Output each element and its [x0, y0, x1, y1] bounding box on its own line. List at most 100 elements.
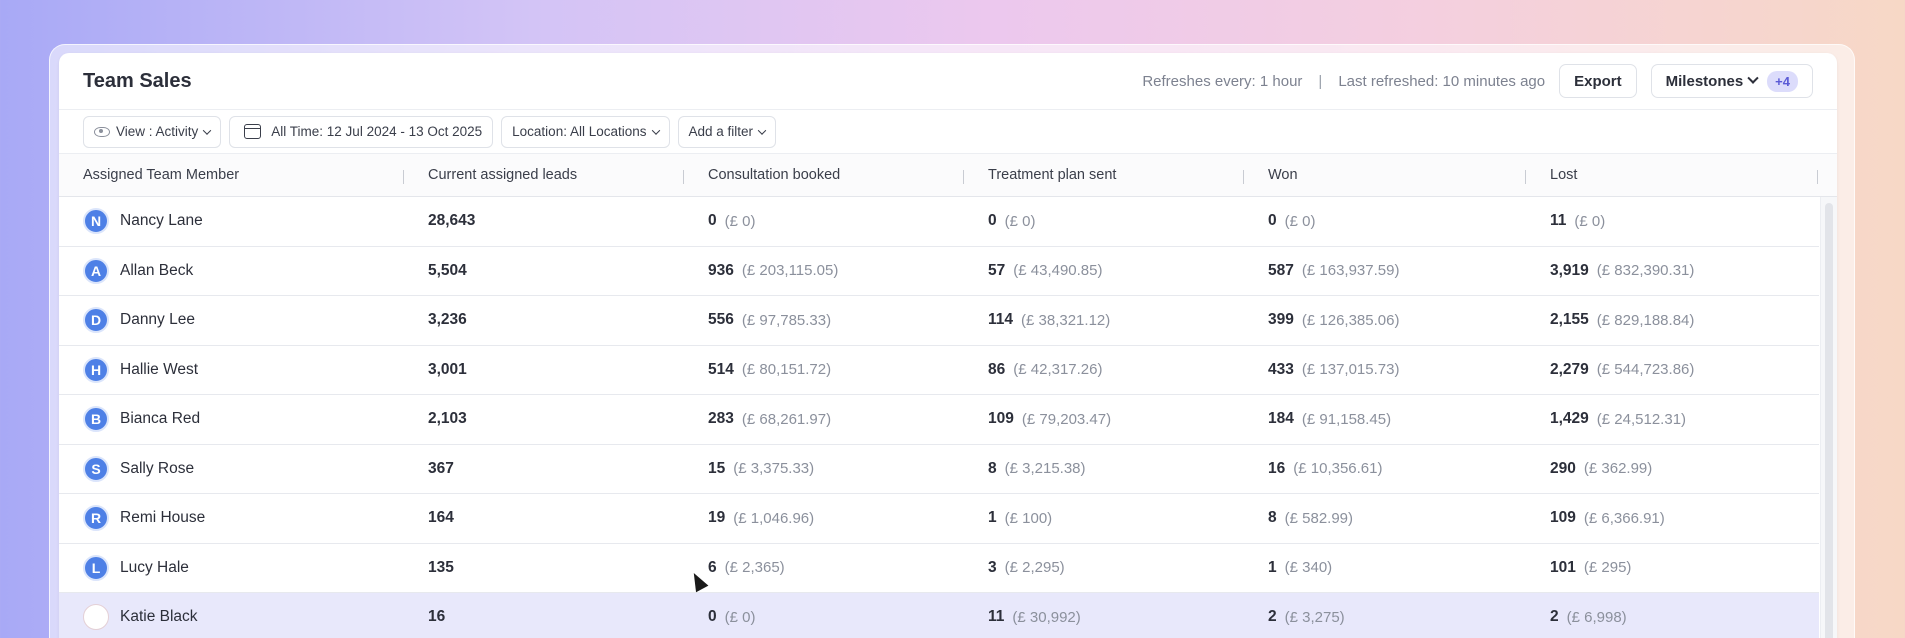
cell-lost: 1,429 (£ 24,512.31) — [1526, 395, 1818, 444]
consultation-count: 514 — [708, 360, 734, 378]
column-header-team-member[interactable]: Assigned Team Member — [59, 154, 404, 196]
plan-count: 1 — [988, 509, 997, 527]
consultation-amount: (£ 2,365) — [724, 559, 785, 577]
lost-count: 2,155 — [1550, 311, 1589, 329]
cell-won: 587 (£ 163,937.59) — [1244, 247, 1526, 296]
column-header-consultation-booked[interactable]: Consultation booked — [684, 154, 964, 196]
won-amount: (£ 163,937.59) — [1301, 262, 1400, 280]
table-row[interactable]: B Bianca Red 2,103 283 (£ 68,261.97) 109 (£ 79… — [59, 395, 1819, 445]
won-count: 587 — [1268, 261, 1294, 279]
cell-assigned-leads: 135 — [404, 544, 684, 593]
vertical-scrollbar[interactable] — [1820, 197, 1837, 638]
lost-amount: (£ 362.99) — [1583, 460, 1653, 478]
plan-amount: (£ 30,992) — [1012, 608, 1081, 626]
won-amount: (£ 340) — [1284, 559, 1333, 577]
table-row[interactable]: H Hallie West 3,001 514 (£ 80,151.72) 86 (£ 42… — [59, 346, 1819, 395]
consultation-count: 0 — [708, 608, 717, 626]
leads-count: 28,643 — [428, 212, 476, 230]
leads-count: 3,236 — [428, 311, 467, 329]
location-filter[interactable]: Location: All Locations — [501, 115, 670, 148]
export-button[interactable]: Export — [1559, 64, 1637, 98]
cell-consultation: 6 (£ 2,365) — [684, 544, 964, 593]
won-count: 8 — [1268, 509, 1277, 527]
cell-team-member: B Bianca Red — [59, 395, 404, 444]
plan-count: 8 — [988, 459, 997, 477]
cell-treatment-plan: 114 (£ 38,321.12) — [964, 296, 1244, 345]
lost-amount: (£ 295) — [1583, 559, 1632, 577]
plan-amount: (£ 79,203.47) — [1021, 410, 1112, 428]
lost-count: 1,429 — [1550, 410, 1589, 428]
cell-team-member: H Hallie West — [59, 346, 404, 395]
date-range-label: All Time: 12 Jul 2024 - 13 Oct 2025 — [271, 124, 483, 139]
cell-consultation: 283 (£ 68,261.97) — [684, 395, 964, 444]
avatar: S — [83, 455, 109, 482]
team-sales-panel: Team Sales Refreshes every: 1 hour | Las… — [59, 53, 1837, 638]
table-row[interactable]: D Danny Lee 3,236 556 (£ 97,785.33) 114 (£ 38,… — [59, 296, 1819, 346]
member-name: Nancy Lane — [120, 212, 203, 230]
plan-count: 114 — [988, 311, 1014, 329]
column-header-treatment-plan-sent[interactable]: Treatment plan sent — [964, 154, 1244, 196]
scrollbar-thumb[interactable] — [1825, 203, 1833, 638]
lost-amount: (£ 24,512.31) — [1596, 410, 1687, 428]
leads-count: 164 — [428, 509, 454, 527]
add-filter-label: Add a filter — [688, 124, 754, 139]
cell-treatment-plan: 1 (£ 100) — [964, 494, 1244, 543]
table-row[interactable]: Katie Black 16 0 (£ 0) 11 (£ 30,992) 2 (£ 3,275… — [59, 593, 1819, 638]
won-amount: (£ 3,275) — [1284, 608, 1345, 626]
plan-count: 86 — [988, 360, 1006, 378]
view-label: View : Activity — [116, 124, 199, 139]
leads-count: 2,103 — [428, 410, 467, 428]
consultation-amount: (£ 97,785.33) — [741, 311, 832, 329]
plan-amount: (£ 43,490.85) — [1013, 262, 1103, 280]
member-name: Sally Rose — [120, 459, 195, 477]
cell-treatment-plan: 86 (£ 42,317.26) — [964, 346, 1244, 395]
cell-consultation: 19 (£ 1,046.96) — [684, 494, 964, 543]
cell-won: 0 (£ 0) — [1244, 197, 1526, 246]
cell-assigned-leads: 367 — [404, 445, 684, 494]
plan-amount: (£ 100) — [1004, 509, 1053, 527]
cell-lost: 101 (£ 295) — [1526, 544, 1818, 593]
column-header-lost[interactable]: Lost — [1526, 154, 1818, 196]
lost-count: 101 — [1550, 558, 1576, 576]
table-row[interactable]: R Remi House 164 19 (£ 1,046.96) 1 (£ 100) 8 (£ … — [59, 494, 1819, 544]
table-row[interactable]: S Sally Rose 367 15 (£ 3,375.33) 8 (£ 3,215.38… — [59, 445, 1819, 494]
plan-amount: (£ 0) — [1004, 212, 1036, 230]
column-header-won[interactable]: Won — [1244, 154, 1526, 196]
cell-treatment-plan: 0 (£ 0) — [964, 197, 1244, 246]
table-row[interactable]: N Nancy Lane 28,643 0 (£ 0) 0 (£ 0) 0 (£ 0) 11 (£ … — [59, 197, 1819, 247]
table-header: Assigned Team Member Current assigned le… — [59, 153, 1837, 197]
cell-won: 1 (£ 340) — [1244, 544, 1526, 593]
plan-amount: (£ 38,321.12) — [1021, 311, 1111, 329]
add-filter-button[interactable]: Add a filter — [677, 115, 777, 148]
consultation-count: 19 — [708, 509, 726, 527]
plan-amount: (£ 2,295) — [1004, 559, 1065, 577]
chevron-down-icon — [1747, 72, 1759, 84]
date-range-filter[interactable]: All Time: 12 Jul 2024 - 13 Oct 2025 — [229, 115, 494, 148]
avatar: D — [83, 307, 109, 334]
cell-lost: 2,155 (£ 829,188.84) — [1526, 296, 1818, 345]
consultation-count: 0 — [708, 212, 717, 230]
cell-lost: 290 (£ 362.99) — [1526, 445, 1818, 494]
cell-assigned-leads: 5,504 — [404, 247, 684, 296]
cell-treatment-plan: 109 (£ 79,203.47) — [964, 395, 1244, 444]
column-header-assigned-leads[interactable]: Current assigned leads — [404, 154, 684, 196]
leads-count: 367 — [428, 459, 454, 477]
leads-count: 5,504 — [428, 261, 467, 279]
won-amount: (£ 582.99) — [1284, 509, 1354, 527]
cell-assigned-leads: 3,001 — [404, 346, 684, 395]
cell-team-member: S Sally Rose — [59, 445, 404, 494]
milestones-badge: +4 — [1767, 70, 1798, 92]
cell-consultation: 514 (£ 80,151.72) — [684, 346, 964, 395]
avatar: R — [83, 505, 109, 532]
cell-team-member: Katie Black — [59, 593, 404, 638]
avatar-logo-icon — [83, 604, 109, 631]
table-row[interactable]: A Allan Beck 5,504 936 (£ 203,115.05) 57 (£ 43… — [59, 247, 1819, 296]
milestones-button[interactable]: Milestones +4 — [1650, 64, 1813, 98]
won-count: 433 — [1268, 360, 1294, 378]
cell-team-member: L Lucy Hale — [59, 544, 404, 593]
chevron-down-icon — [757, 125, 767, 135]
cell-consultation: 15 (£ 3,375.33) — [684, 445, 964, 494]
view-selector[interactable]: View : Activity — [83, 115, 222, 148]
table-row[interactable]: L Lucy Hale 135 6 (£ 2,365) 3 (£ 2,295) 1 (£ 340… — [59, 544, 1819, 593]
member-name: Katie Black — [120, 608, 198, 626]
